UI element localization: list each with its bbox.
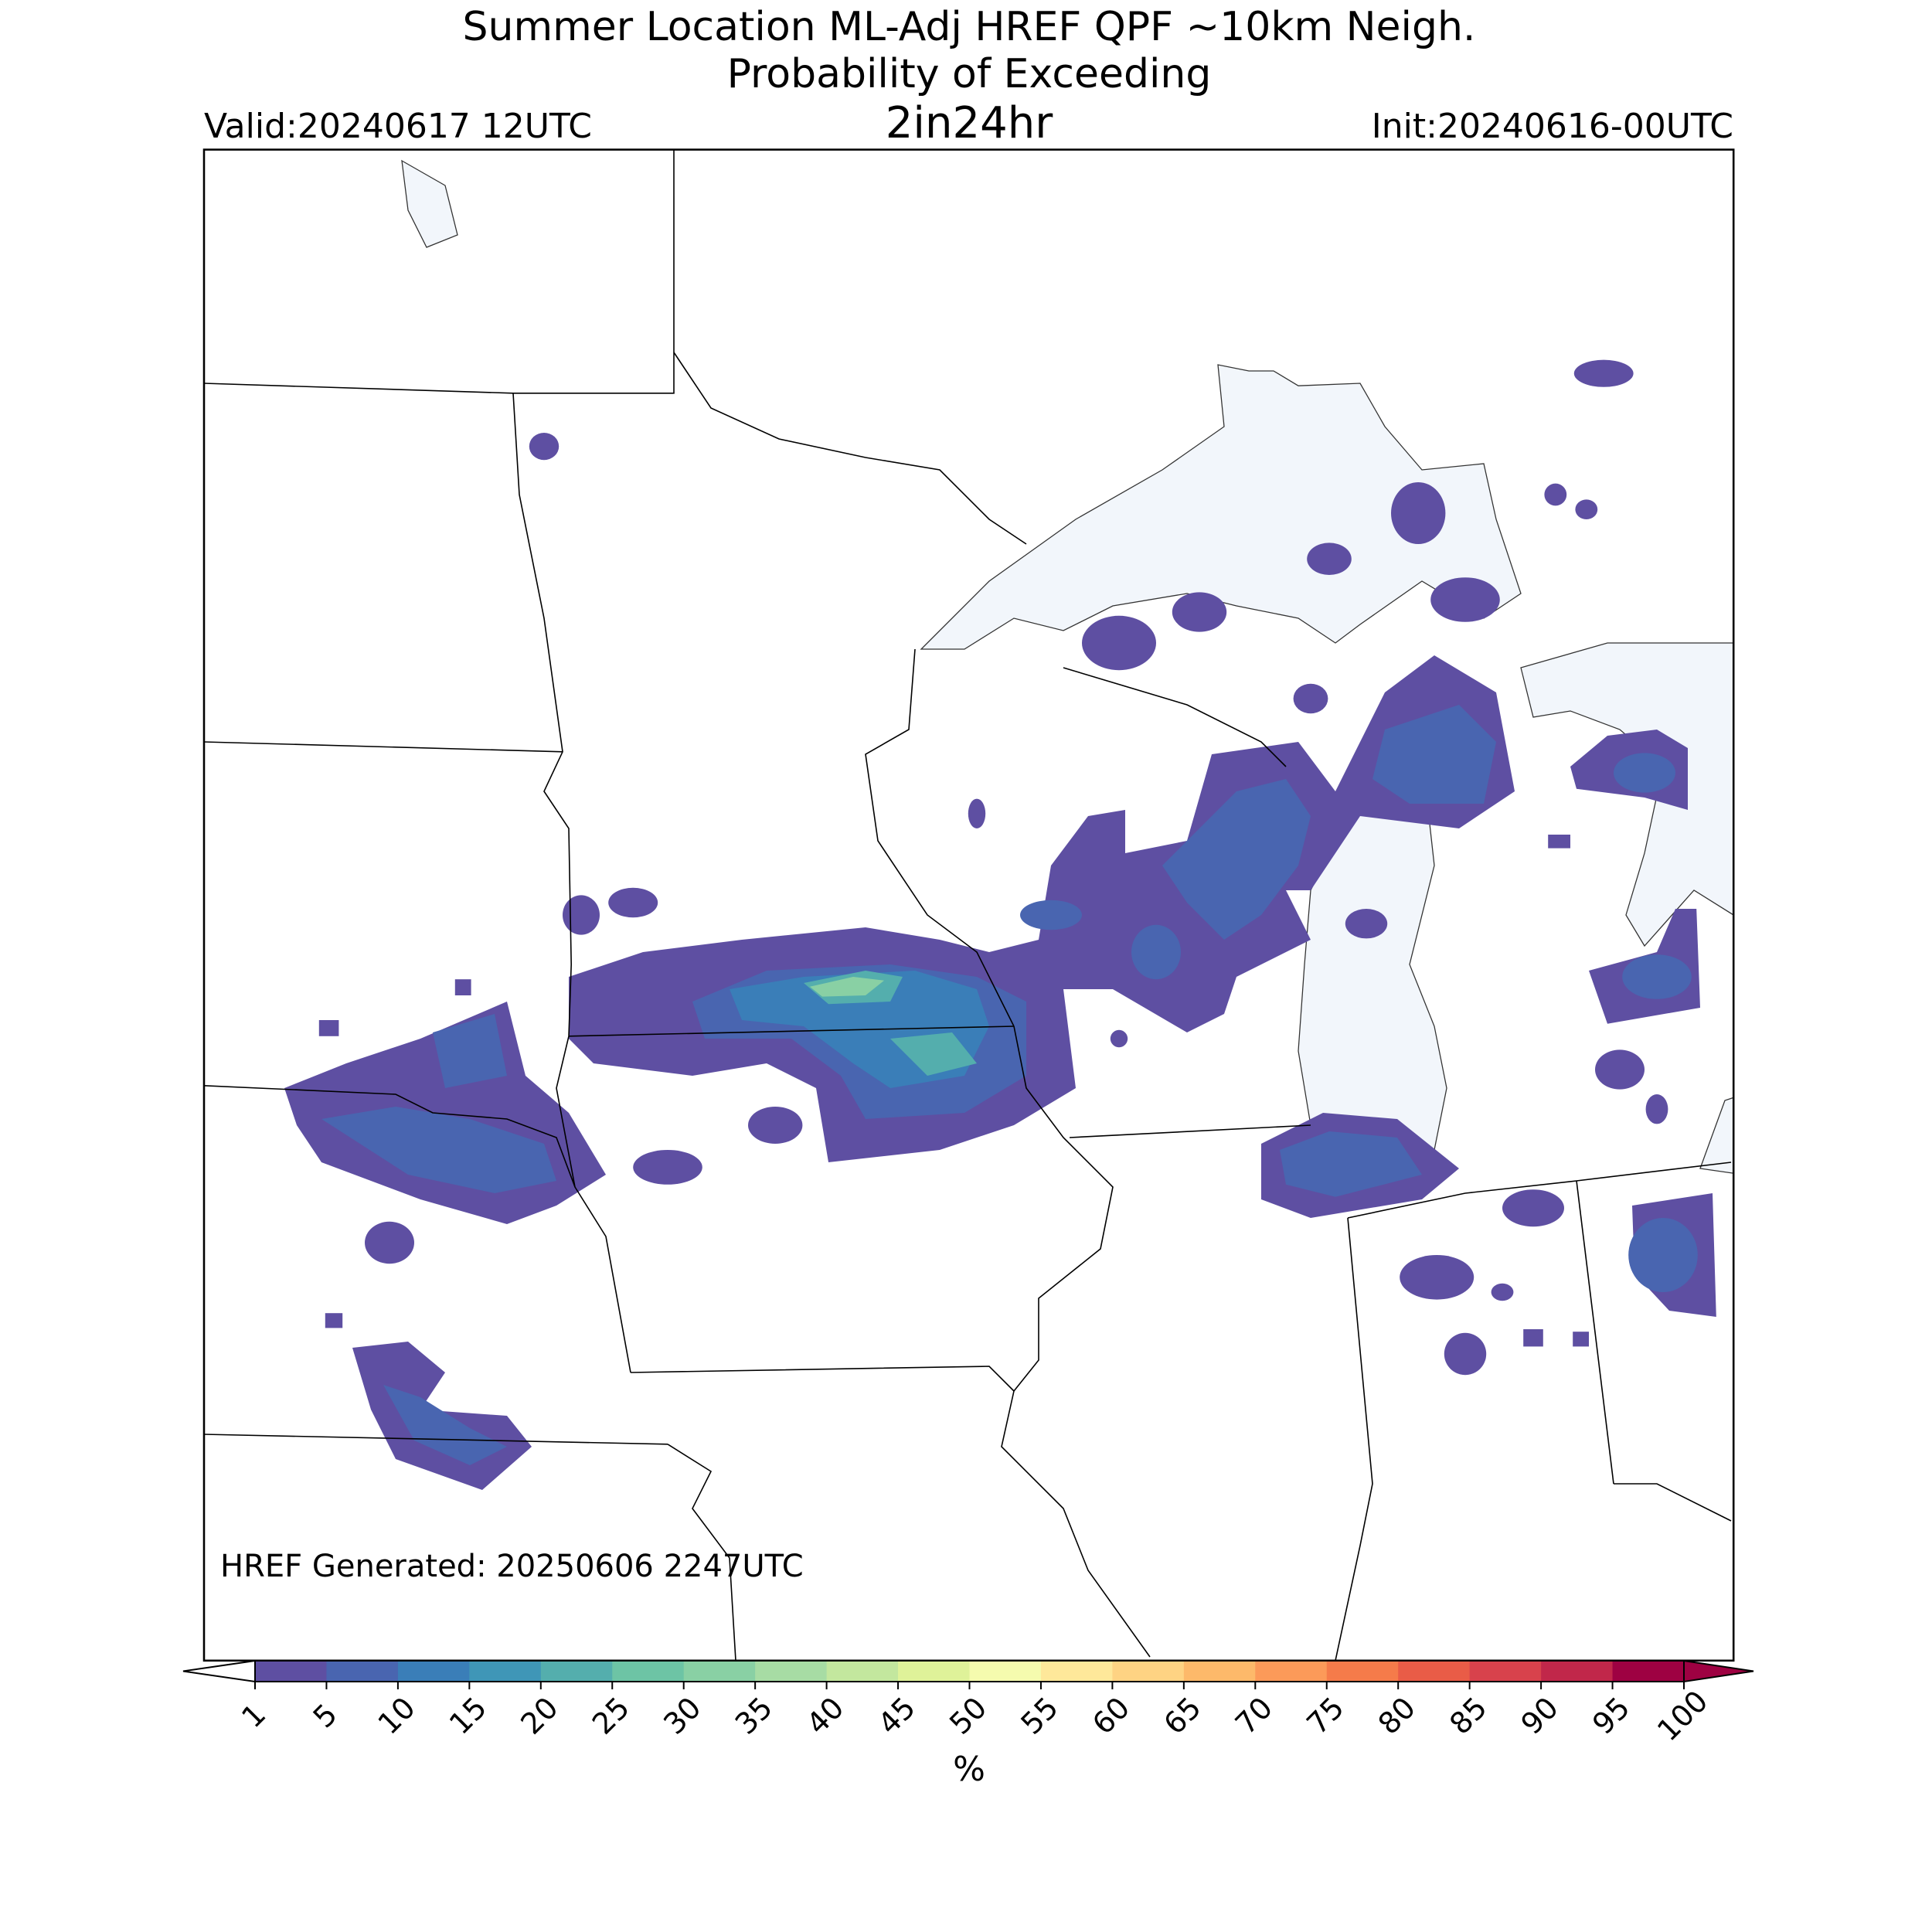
colorbar-tick-label: 20 <box>514 1691 564 1741</box>
colorbar-bin <box>397 1661 470 1682</box>
colorbar-bin <box>1255 1661 1328 1682</box>
state-borders <box>204 149 1732 1661</box>
colorbar-tick-label: 80 <box>1372 1691 1422 1741</box>
colorbar-tick-label: 100 <box>1651 1684 1714 1747</box>
precip-areas <box>284 359 1716 1490</box>
colorbar-tick-label: 45 <box>872 1691 922 1741</box>
colorbar-label: % <box>953 1750 985 1789</box>
colorbar-bin <box>1183 1661 1256 1682</box>
colorbar-tick-label: 85 <box>1443 1691 1493 1741</box>
colorbar-bin <box>1398 1661 1471 1682</box>
colorbar-bin <box>1040 1661 1113 1682</box>
lake-superior <box>920 364 1522 650</box>
colorbar-bin <box>1541 1661 1614 1682</box>
colorbar-tick-label: 75 <box>1300 1691 1350 1741</box>
lake-erie <box>1699 1097 1734 1174</box>
colorbar-bin <box>969 1661 1042 1682</box>
title-line-1: Summer Location ML-Adj HREF QPF ~10km Ne… <box>463 4 1476 50</box>
colorbar-tick-label: 5 <box>307 1697 344 1734</box>
colorbar-tick-label: 30 <box>657 1691 707 1741</box>
valid-time: Valid:20240617 12UTC <box>204 107 592 146</box>
colorbar-tick-label: 15 <box>443 1691 493 1741</box>
threshold: 2in24hr <box>886 98 1053 148</box>
colorbar-tick-label: 65 <box>1157 1691 1207 1741</box>
colorbar-bin <box>540 1661 613 1682</box>
colorbar-bin <box>255 1661 327 1682</box>
colorbar-bin <box>1469 1661 1542 1682</box>
colorbar-bin <box>1326 1661 1399 1682</box>
colorbar-bin <box>326 1661 399 1682</box>
colorbar-tick-label: 25 <box>586 1691 636 1741</box>
lake-winnipeg <box>401 159 458 248</box>
colorbar-tick-label: 10 <box>371 1691 421 1741</box>
map <box>202 148 1735 1662</box>
colorbar-tick-label: 50 <box>943 1691 993 1741</box>
colorbar-tick-label: 40 <box>800 1691 850 1741</box>
colorbar-tick-label: 55 <box>1015 1691 1065 1741</box>
title-line-2: Probability of Exceeding <box>727 51 1212 97</box>
colorbar-tick-label: 90 <box>1515 1691 1565 1741</box>
init-time: Init:20240616-00UTC <box>1372 107 1733 146</box>
colorbar-bin <box>1612 1661 1685 1682</box>
colorbar-tick-label: 35 <box>729 1691 779 1741</box>
lake-huron <box>1520 642 1734 947</box>
colorbar-bin <box>898 1661 970 1682</box>
colorbar-tick-label: 60 <box>1086 1691 1136 1741</box>
colorbar-bin <box>1112 1661 1185 1682</box>
colorbar-bin <box>469 1661 542 1682</box>
generated-note: HREF Generated: 20250606 2247UTC <box>220 1549 804 1584</box>
colorbar-tick-label: 95 <box>1586 1691 1636 1741</box>
colorbar-tick-label: 1 <box>235 1697 272 1734</box>
map-background <box>204 149 1734 1661</box>
colorbar-bin <box>755 1661 828 1682</box>
colorbar-bin <box>683 1661 756 1682</box>
colorbar-bin <box>612 1661 685 1682</box>
colorbar-over <box>1683 1659 1754 1683</box>
colorbar-tick-label: 70 <box>1229 1691 1279 1741</box>
colorbar: 1 5 10 15 20 25 30 35 40 45 50 55 60 65 70 75 80 85 90 95 10… <box>182 1659 1754 1747</box>
colorbar-bin <box>826 1661 899 1682</box>
colorbar-under <box>182 1659 256 1683</box>
